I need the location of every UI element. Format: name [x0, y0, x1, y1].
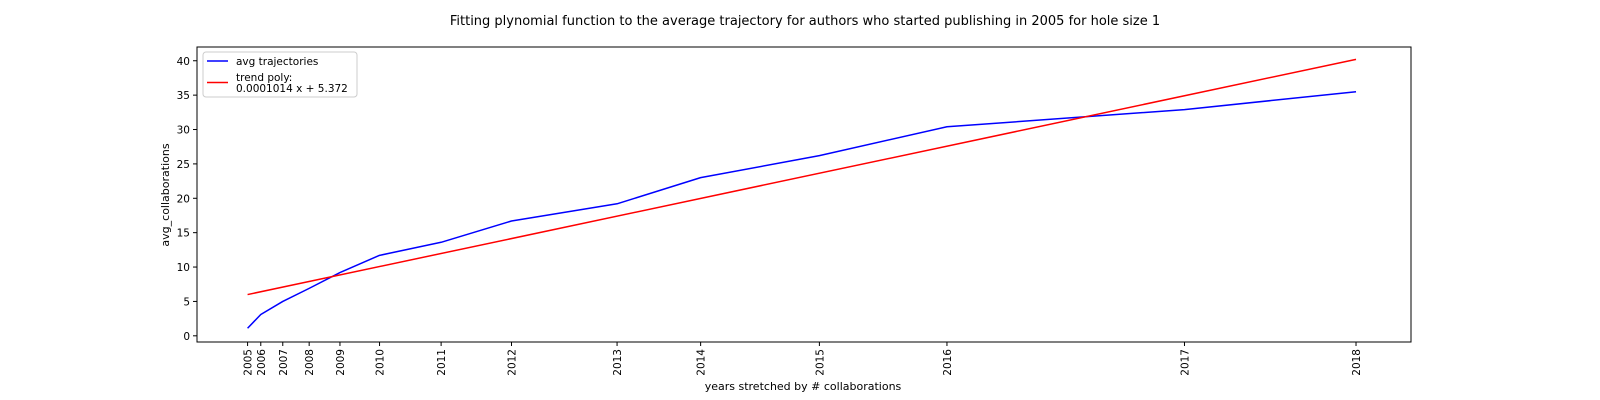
x-axis-label: years stretched by # collaborations — [705, 380, 902, 393]
y-tick-label: 40 — [177, 56, 190, 68]
x-tick-label: 2006 — [256, 349, 268, 376]
legend-box — [202, 51, 358, 98]
avg-trajectories-line — [247, 90, 1357, 329]
x-tick-label: 2013 — [612, 349, 624, 376]
chart-title: Fitting plynomial function to the averag… — [450, 14, 1160, 29]
x-tick-label: 2018 — [1351, 349, 1363, 376]
y-tick-label: 0 — [183, 331, 190, 343]
x-tick-label: 2007 — [278, 349, 290, 376]
series-layer — [247, 58, 1357, 329]
x-tick-label: 2009 — [335, 349, 347, 376]
x-tick-label: 2017 — [1179, 349, 1191, 376]
y-tick-label: 5 — [183, 296, 190, 308]
legend-label: trend poly: — [236, 72, 292, 84]
x-tick-label: 2015 — [814, 349, 826, 376]
y-tick-label: 10 — [177, 262, 190, 274]
y-tick-label: 35 — [177, 90, 190, 102]
y-tick-label: 15 — [177, 228, 190, 240]
trend-poly-line — [247, 58, 1357, 296]
x-tick-label: 2005 — [243, 349, 255, 376]
y-axis-label: avg_collaborations — [159, 143, 172, 246]
x-tick-label: 2014 — [696, 349, 708, 376]
x-tick-label: 2016 — [942, 349, 954, 376]
x-tick-label: 2010 — [375, 349, 387, 376]
legend-label: 0.0001014 x + 5.372 — [236, 83, 348, 95]
x-axis: 2005 2006 2007 2008 2009 2010 2011 2012 2013 2014… — [243, 342, 1363, 376]
x-tick-label: 2008 — [304, 349, 316, 376]
legend: avg trajectories trend poly:0.0001014 x +… — [202, 51, 358, 98]
x-tick-label: 2011 — [436, 349, 448, 376]
y-tick-label: 30 — [177, 125, 190, 137]
legend-label: avg trajectories — [236, 56, 318, 68]
y-tick-label: 20 — [177, 193, 190, 205]
y-tick-label: 25 — [177, 159, 190, 171]
plot-frame — [196, 46, 1412, 343]
y-axis: 0 5 10 15 20 25 30 35 40 — [177, 56, 197, 343]
x-tick-label: 2012 — [506, 349, 518, 376]
